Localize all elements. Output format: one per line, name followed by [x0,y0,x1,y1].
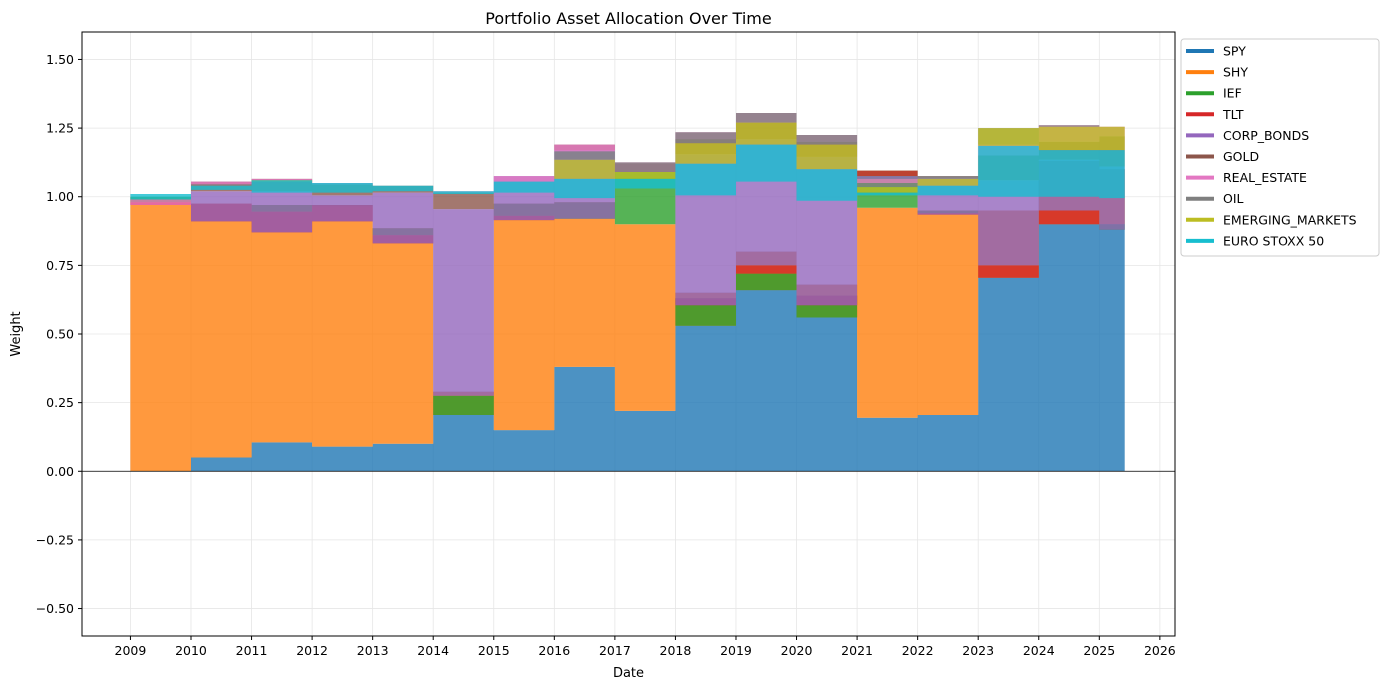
legend-label: IEF [1223,86,1242,101]
x-tick-label: 2013 [357,643,389,658]
y-tick-label: 0.50 [46,327,74,342]
x-tick-label: 2020 [781,643,813,658]
area-spy [130,161,1125,472]
y-tick-label: −0.50 [36,601,74,616]
x-tick-label: 2025 [1083,643,1115,658]
y-axis-ticks: −0.50 −0.25 0.00 0.25 0.50 0.75 1.00 1.25 1.50 [36,52,82,616]
y-tick-label: 0.00 [46,464,74,479]
x-tick-label: 2017 [599,643,631,658]
x-tick-label: 2010 [175,643,207,658]
x-tick-label: 2022 [902,643,934,658]
legend-box [1180,38,1380,257]
area-emerging-markets [130,122,1125,200]
area-series [130,113,1125,472]
legend-label: OIL [1223,191,1244,206]
legend-label: CORP_BONDS [1223,128,1309,143]
legend-label: REAL_ESTATE [1223,170,1307,185]
y-tick-label: 0.25 [46,395,74,410]
legend-label: EMERGING_MARKETS [1223,212,1357,227]
y-tick-label: 1.00 [46,189,74,204]
y-tick-label: −0.25 [36,532,74,547]
x-tick-label: 2014 [417,643,449,658]
x-tick-label: 2009 [115,643,147,658]
chart-title: Portfolio Asset Allocation Over Time [485,9,771,28]
y-tick-label: 1.25 [46,121,74,136]
legend-label: EURO STOXX 50 [1223,233,1324,248]
x-tick-label: 2016 [538,643,570,658]
area-euro-stoxx-50 [130,144,1125,201]
area-real-estate [130,113,1125,205]
x-tick-label: 2021 [841,643,873,658]
legend-label: TLT [1222,107,1244,122]
x-tick-label: 2015 [478,643,510,658]
x-tick-label: 2019 [720,643,752,658]
legend-label: SPY [1223,44,1246,59]
area-ief [130,163,1125,415]
legend-label: GOLD [1223,149,1259,164]
x-tick-label: 2023 [962,643,994,658]
x-tick-label: 2011 [236,643,268,658]
legend-label: SHY [1223,65,1248,80]
x-axis-label: Date [613,666,644,681]
y-axis-label: Weight [9,311,24,356]
x-tick-label: 2018 [660,643,692,658]
y-tick-label: 1.50 [46,52,74,67]
area-corp-bonds [130,139,1125,396]
x-tick-label: 2024 [1023,643,1055,658]
x-tick-label: 2026 [1144,643,1176,658]
legend: SPY SHY IEF TLT CORP_BONDS GOLD REAL_ESTATE OIL… [1180,38,1380,257]
x-tick-label: 2012 [296,643,328,658]
y-tick-label: 0.75 [46,258,74,273]
x-axis-ticks: 2009 2010 2011 2012 2013 2014 2015 2016 2017 2018… [115,636,1176,658]
